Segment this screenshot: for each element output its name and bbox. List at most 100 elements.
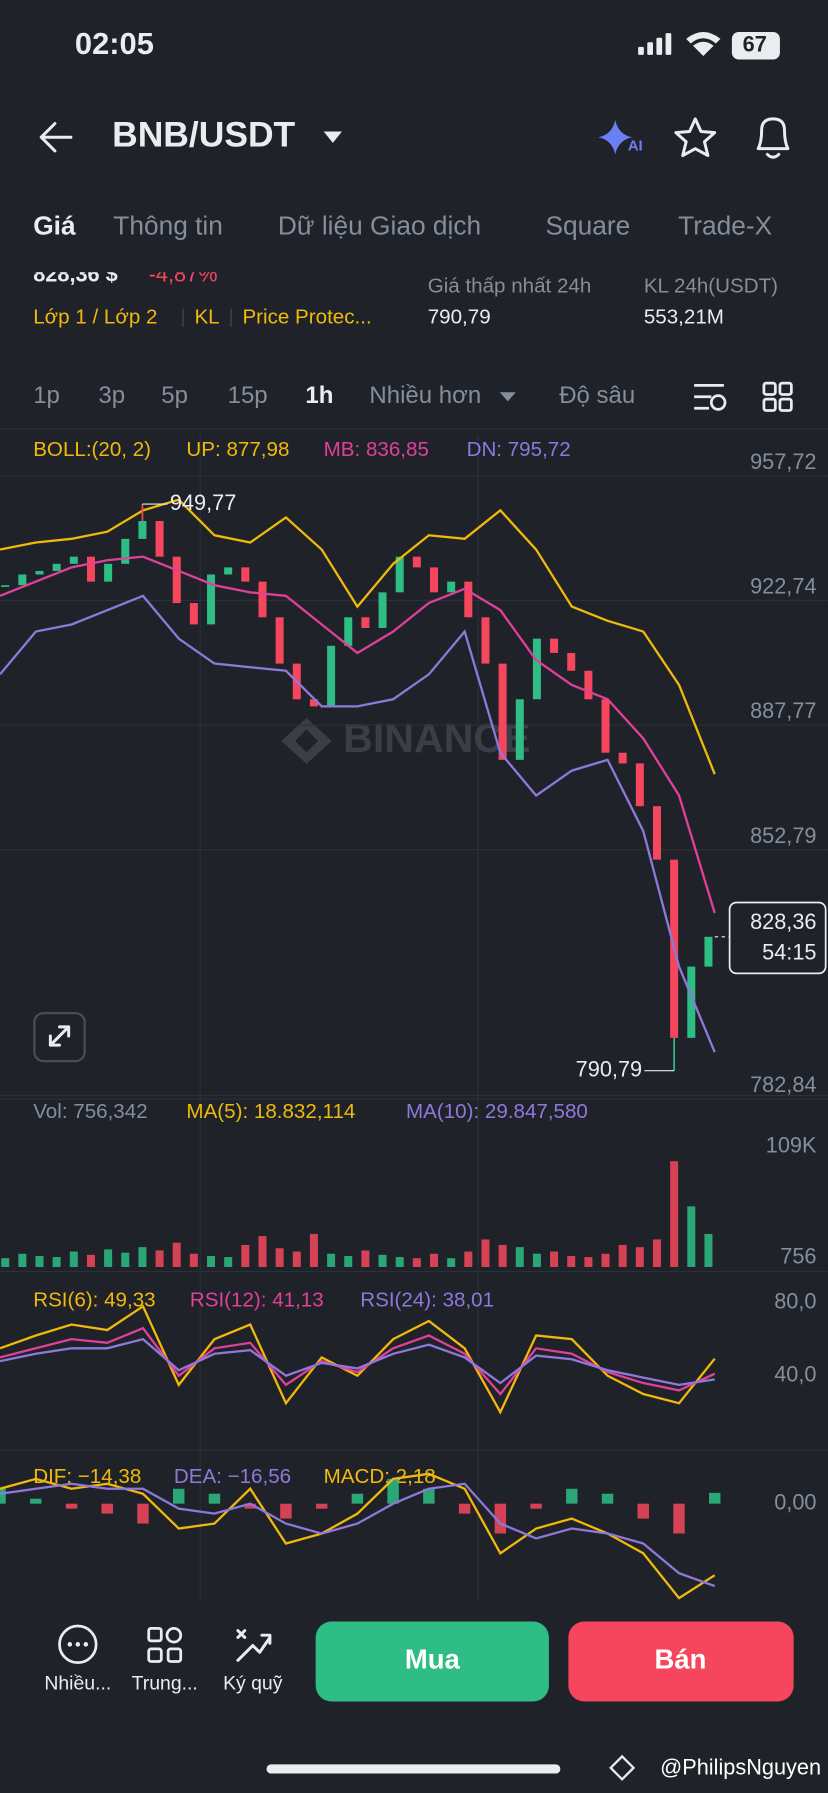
volume-bar	[104, 1249, 113, 1267]
candle	[395, 556, 404, 593]
candle	[361, 617, 370, 628]
volume-bar	[292, 1251, 301, 1267]
more-caret	[499, 392, 516, 402]
volume-bar	[52, 1257, 61, 1267]
macd-bar	[65, 1503, 78, 1509]
interval[interactable]: 15p	[228, 382, 268, 409]
tabs: Giá Thông tin Dữ liệu Giao dịch Square Trade…	[33, 211, 772, 241]
candle	[207, 574, 216, 625]
signal-icons	[638, 32, 721, 57]
candle	[86, 556, 95, 582]
volume-bar	[412, 1258, 421, 1267]
candle	[138, 521, 147, 539]
margin-label[interactable]: Ký quỹ	[223, 1672, 283, 1694]
tab[interactable]: Dữ liệu Giao dịch	[278, 211, 481, 241]
chart-settings[interactable]	[694, 383, 727, 411]
volume-bar	[515, 1247, 524, 1267]
countdown: 54:15	[762, 940, 816, 965]
interval[interactable]: Độ sâu	[559, 382, 635, 409]
interval[interactable]: 3p	[98, 382, 125, 409]
credit-icon	[609, 1754, 636, 1781]
legend-entry: RSI(6): 49,33	[33, 1289, 155, 1312]
margin-icon[interactable]	[236, 1629, 272, 1662]
tab[interactable]: Giá	[33, 211, 76, 241]
layer-link[interactable]: Lớp 1 / Lớp 2	[33, 305, 157, 328]
macd-bar	[458, 1503, 471, 1514]
volume-link[interactable]: KL	[194, 305, 219, 328]
ai-button[interactable]	[598, 120, 633, 155]
fullscreen-icon	[48, 1025, 71, 1047]
boll-line	[0, 498, 716, 775]
protection-link[interactable]: Price Protec...	[242, 305, 371, 328]
center-icon[interactable]	[147, 1626, 183, 1663]
interval[interactable]: 1p	[33, 382, 60, 409]
low-value: 790,79	[428, 305, 491, 328]
watermark-logo	[281, 718, 332, 764]
y-tick-label: 40,0	[774, 1361, 816, 1386]
candle	[447, 581, 456, 593]
macd-bar	[423, 1488, 435, 1504]
candle	[618, 752, 627, 764]
tab[interactable]: Thông tin	[113, 211, 223, 241]
tab[interactable]: Trade-X	[678, 211, 772, 241]
macd-bar	[0, 1488, 6, 1504]
volume-bar	[309, 1233, 318, 1267]
sell-label[interactable]: Bán	[655, 1644, 707, 1675]
more-icon[interactable]	[58, 1624, 98, 1665]
macd-bar	[208, 1493, 221, 1504]
credit: @PhilipsNguyen	[660, 1755, 821, 1780]
volume-bar	[258, 1236, 267, 1267]
candle	[652, 806, 661, 860]
back-button[interactable]	[39, 122, 73, 153]
candle	[1, 585, 10, 587]
macd-bar	[101, 1503, 113, 1514]
candle	[601, 699, 610, 753]
candle	[241, 567, 250, 582]
candle	[344, 617, 353, 646]
volume-bar	[327, 1253, 336, 1267]
legend-entry: DN: 795,72	[467, 438, 571, 461]
macd-bar	[137, 1503, 149, 1524]
buy-button[interactable]	[315, 1621, 549, 1702]
volume-bar	[18, 1253, 27, 1267]
volume-bar	[481, 1239, 490, 1267]
volume-bar	[69, 1251, 78, 1267]
interval[interactable]: 1h	[305, 382, 333, 409]
candle	[498, 663, 507, 760]
volume-bar	[601, 1253, 610, 1267]
center-label[interactable]: Trung...	[132, 1672, 198, 1694]
candle	[155, 521, 164, 557]
layout-button[interactable]	[762, 381, 793, 412]
volume-bar	[189, 1253, 198, 1267]
volume-bar	[532, 1253, 541, 1267]
interval[interactable]: 5p	[161, 382, 188, 409]
alert-button[interactable]	[756, 117, 790, 159]
legend-entry: RSI(24): 38,01	[360, 1289, 494, 1312]
indicator-title: Vol: 756,342	[33, 1100, 147, 1123]
macd-bar	[387, 1478, 399, 1504]
y-tick-label: 109K	[766, 1133, 817, 1158]
candle	[327, 645, 336, 707]
pair-title[interactable]: BNB/USDT	[112, 115, 295, 155]
candle	[687, 966, 696, 1038]
candle	[412, 556, 421, 568]
pair-dropdown[interactable]	[323, 131, 342, 143]
volume-bar	[687, 1206, 696, 1267]
volume-bar	[207, 1255, 216, 1267]
favorite-button[interactable]	[674, 117, 717, 158]
more-label[interactable]: Nhiều...	[44, 1672, 111, 1694]
boll-line	[0, 594, 716, 1053]
y-tick-label: 756	[780, 1244, 816, 1269]
volume-bar	[121, 1252, 130, 1267]
interval[interactable]: Nhiều hơn	[369, 382, 481, 409]
volume-bar	[704, 1233, 713, 1267]
battery-level: 67	[743, 31, 767, 56]
legend-entry: MA(10): 29.847,580	[406, 1100, 588, 1123]
y-tick-label: 782,84	[750, 1072, 816, 1097]
sell-button[interactable]	[568, 1621, 794, 1702]
buy-label[interactable]: Mua	[405, 1644, 461, 1675]
tab[interactable]: Square	[546, 211, 631, 241]
volume-bar	[464, 1251, 473, 1267]
